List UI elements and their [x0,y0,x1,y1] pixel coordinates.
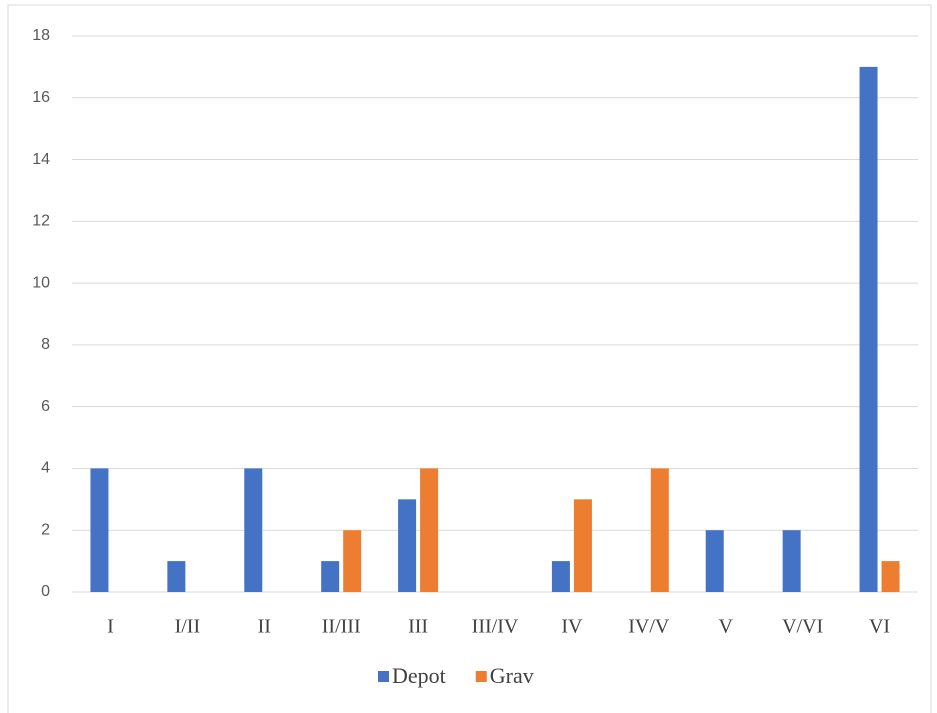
x-tick-label: III [408,616,428,638]
y-tick-label: 4 [41,460,50,477]
bar [244,468,263,592]
x-tick-label: V [719,616,734,638]
x-tick-label: VI [869,616,890,638]
y-tick-label: 10 [32,274,50,291]
bar [343,530,362,592]
y-tick-label: 8 [41,336,50,353]
bar [167,561,186,592]
x-tick-label: II/III [322,616,361,638]
y-tick-label: 12 [32,213,50,230]
chart-frame [7,4,932,713]
x-tick-label: III/IV [472,616,519,638]
y-tick-label: 18 [32,27,50,44]
y-tick-label: 14 [32,151,50,168]
x-tick-label: IV/V [628,616,670,638]
bar [650,468,669,592]
y-tick-label: 6 [41,398,50,415]
y-tick-label: 0 [41,583,50,600]
bar [90,468,109,592]
legend-label: Grav [490,663,534,688]
bar [551,561,570,592]
bar [782,530,801,592]
bar [420,468,439,592]
bar [573,499,592,592]
bar [881,561,900,592]
x-tick-label: IV [561,616,583,638]
legend-swatch [475,671,487,682]
y-tick-label: 16 [32,89,50,106]
bar [859,66,878,592]
x-tick-label: I/II [175,616,201,638]
bar [705,530,724,592]
x-tick-label: V/VI [782,616,823,638]
bar [398,499,417,592]
bar [321,561,340,592]
x-tick-label: I [107,616,114,638]
legend-label: Depot [392,663,446,688]
y-tick-label: 2 [41,521,50,538]
legend-swatch [378,671,389,682]
x-tick-label: II [258,616,271,638]
